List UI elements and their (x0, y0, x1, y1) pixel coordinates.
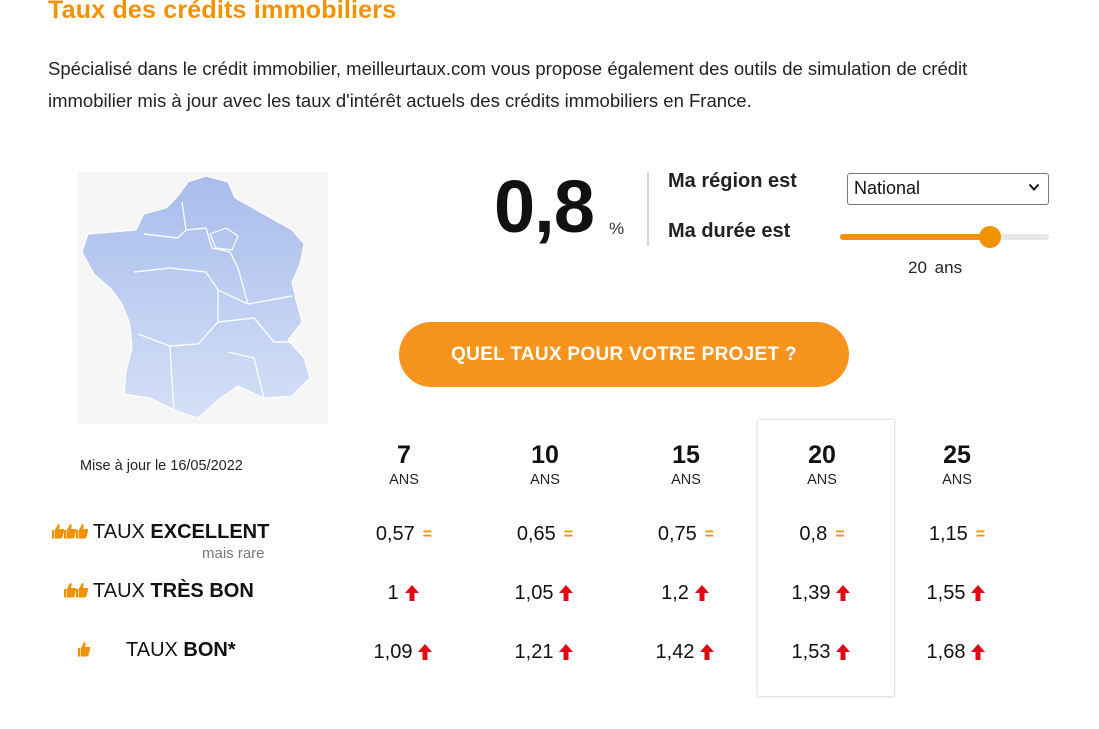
rate-cell-value: 1,68 (926, 641, 966, 663)
rate-cell-value: 1,05 (514, 582, 554, 604)
rate-cell-value: 1,09 (373, 641, 413, 663)
rate-label-strong: BON* (183, 639, 236, 661)
rate-cell-value: 1,42 (655, 641, 695, 663)
rate-cell: 1 (339, 582, 469, 605)
current-rate-value: 0,8 (494, 165, 595, 248)
rate-cell: 0,57 = (339, 523, 469, 546)
duree-slider[interactable] (840, 226, 1049, 248)
column-unit: ANS (671, 472, 701, 488)
equal-icon: = (563, 526, 574, 543)
column-duration: 20 (808, 441, 836, 469)
rate-label-prefix: TAUX (93, 521, 151, 543)
arrow-up-icon (834, 643, 852, 661)
rate-label-prefix: TAUX (126, 639, 184, 661)
equal-icon: = (835, 526, 845, 543)
rate-label-strong: EXCELLENT (150, 521, 270, 543)
rate-cell-value: 0,65 (516, 523, 556, 545)
rate-cell-value: 1,15 (928, 523, 968, 545)
highlighted-column (758, 420, 894, 696)
region-select[interactable]: National (847, 173, 1049, 205)
arrow-up-icon (969, 584, 987, 602)
arrow-up-icon (693, 584, 711, 602)
thumbs-up-icon (52, 523, 89, 543)
rate-cell: 1,2 (621, 582, 751, 605)
column-unit: ANS (530, 472, 560, 488)
slider-thumb[interactable] (979, 226, 1002, 248)
intro-text: Spécialisé dans le crédit immobilier, me… (48, 58, 968, 111)
rate-cell: 1,15 = (892, 523, 1022, 546)
rate-label-prefix: TAUX (93, 580, 151, 602)
arrow-up-icon (557, 643, 575, 661)
column-unit: ANS (942, 472, 972, 488)
equal-icon: = (422, 526, 433, 543)
rate-row-label: TAUX EXCELLENT (93, 521, 269, 544)
chevron-down-icon (1028, 180, 1040, 196)
column-header-15-ans: 15 ANS (646, 440, 726, 488)
column-header-25-ans: 25 ANS (917, 440, 997, 488)
rate-cell: 1,42 (621, 641, 751, 664)
rate-cell: 0,75 = (621, 523, 751, 546)
thumbs-up-icon (78, 641, 91, 661)
rate-cell-value: 1,55 (926, 582, 966, 604)
rate-row-sublabel: mais rare (202, 545, 265, 562)
duree-readout: 20 ans (908, 258, 962, 278)
rate-cell: 1,68 (892, 641, 1022, 664)
rate-cell-value: 1,21 (514, 641, 554, 663)
rate-cell: 1,39 (757, 582, 887, 605)
slider-fill (840, 234, 991, 240)
region-label: Ma région est (668, 170, 797, 192)
column-duration: 10 (531, 441, 559, 469)
column-unit: ANS (389, 472, 419, 488)
rate-cell: 1,55 (892, 582, 1022, 605)
duree-label: Ma durée est (668, 220, 791, 242)
rate-cell: 1,53 (757, 641, 887, 664)
equal-icon: = (704, 526, 715, 543)
rate-cell: 1,09 (339, 641, 469, 664)
rate-cell-value: 0,8 (799, 523, 828, 545)
arrow-up-icon (969, 643, 987, 661)
arrow-up-icon (557, 584, 575, 602)
quel-taux-button[interactable]: QUEL TAUX POUR VOTRE PROJET ? (399, 322, 849, 387)
divider (647, 172, 649, 246)
rate-row-label: TAUX TRÈS BON (93, 580, 254, 603)
arrow-up-icon (834, 584, 852, 602)
arrow-up-icon (698, 643, 716, 661)
rate-cell: 1,21 (480, 641, 610, 664)
duree-value: 20 (908, 258, 927, 277)
duree-unit: ans (934, 258, 963, 277)
rate-cell-value: 1 (387, 582, 399, 604)
column-header-20-ans: 20 ANS (782, 440, 862, 488)
column-duration: 25 (943, 441, 971, 469)
current-rate-unit: % (609, 219, 625, 238)
column-duration: 7 (397, 441, 411, 469)
equal-icon: = (975, 526, 986, 543)
rate-cell: 1,05 (480, 582, 610, 605)
column-header-10-ans: 10 ANS (505, 440, 585, 488)
rate-label-strong: TRÈS BON (150, 580, 254, 602)
page-title: Taux des crédits immobiliers (48, 0, 397, 24)
column-unit: ANS (807, 472, 837, 488)
rate-row-label: TAUX BON* (126, 639, 236, 662)
column-duration: 15 (672, 441, 700, 469)
update-date: Mise à jour le 16/05/2022 (80, 458, 243, 474)
rate-cell: 0,8 = (757, 523, 887, 546)
thumbs-up-icon (64, 582, 89, 602)
arrow-up-icon (416, 643, 434, 661)
rate-cell-value: 0,75 (657, 523, 697, 545)
rate-cell-value: 0,57 (375, 523, 415, 545)
rate-cell-value: 1,53 (791, 641, 831, 663)
rate-cell-value: 1,2 (661, 582, 689, 604)
region-select-value: National (854, 178, 921, 198)
rate-cell-value: 1,39 (791, 582, 831, 604)
arrow-up-icon (403, 584, 421, 602)
column-header-7-ans: 7 ANS (364, 440, 444, 488)
rate-cell: 0,65 = (480, 523, 610, 546)
france-map-icon[interactable] (78, 172, 328, 424)
